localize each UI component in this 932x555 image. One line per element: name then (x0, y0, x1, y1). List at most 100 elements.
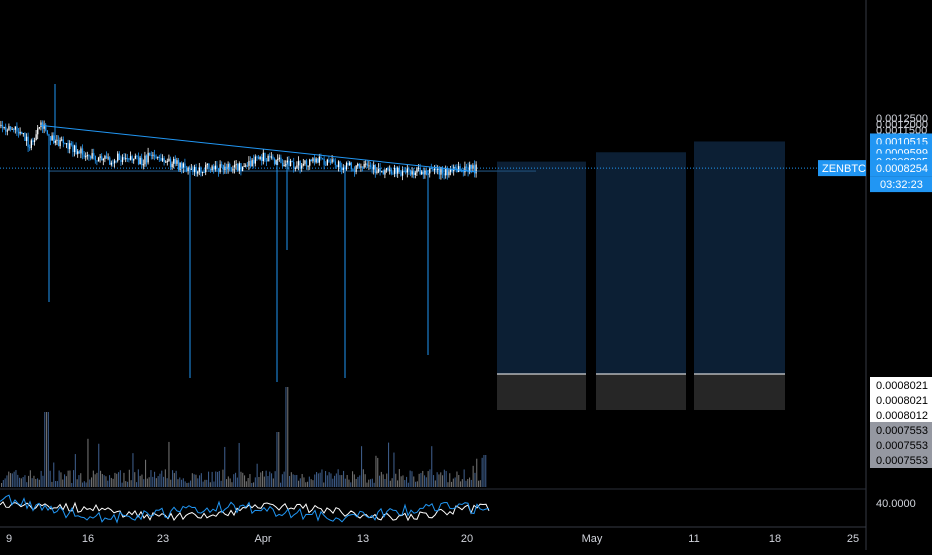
volume-bar (109, 475, 111, 487)
volume-bar (247, 478, 249, 487)
target-profit-zone-1[interactable] (497, 161, 586, 374)
target-stop-zone-1[interactable] (497, 374, 586, 410)
time-tick-label: 18 (769, 533, 781, 545)
volume-bar (40, 470, 42, 487)
candle (312, 158, 314, 162)
candle (265, 160, 268, 162)
volume-bar (337, 469, 339, 487)
volume-bar (13, 471, 15, 487)
candle (448, 171, 450, 176)
volume-bar (125, 481, 127, 487)
volume-bar (256, 463, 258, 487)
volume-bar (137, 469, 139, 487)
volume-bar (348, 479, 350, 487)
volume-bar (1, 482, 3, 487)
candle (51, 135, 53, 141)
volume-bar (307, 481, 309, 487)
volume-bar (323, 482, 325, 487)
volume-bar (260, 472, 262, 487)
candle (46, 130, 48, 135)
candle (166, 161, 168, 163)
volume-bar (346, 475, 348, 487)
volume-bar (155, 478, 157, 487)
candle (67, 143, 69, 150)
volume-bar (339, 475, 341, 487)
candle (373, 164, 375, 170)
target-stop-zone-2[interactable] (596, 374, 686, 410)
candle (128, 158, 130, 160)
candle (69, 143, 71, 150)
candle (397, 167, 399, 174)
support-zone[interactable] (49, 170, 536, 172)
candle (158, 156, 160, 159)
volume-bar (316, 472, 318, 487)
candle (347, 162, 349, 165)
candle (101, 156, 103, 161)
volume-bar (353, 474, 355, 487)
volume-bar (359, 475, 361, 487)
candle (393, 168, 396, 174)
volume-bar (222, 469, 224, 487)
candle (301, 165, 303, 169)
candle (88, 155, 90, 157)
candle (473, 165, 476, 174)
candle (414, 172, 416, 176)
volume-bar (130, 480, 132, 487)
volume-bar (420, 472, 422, 487)
volume-bar (395, 473, 397, 487)
volume-bar (298, 480, 300, 487)
volume-bar (82, 482, 84, 487)
price-tick-label: 0.0012500 (876, 113, 928, 125)
candle (64, 143, 66, 145)
volume-bar (74, 454, 76, 487)
candle (369, 165, 372, 167)
level-tag (870, 422, 932, 438)
volume-bar (301, 473, 303, 487)
volume-bar (134, 472, 136, 487)
volume-bar (287, 387, 289, 487)
target-profit-zone-2[interactable] (596, 152, 686, 374)
volume-bar (308, 476, 310, 487)
volume-bar (427, 471, 429, 487)
volume-bar (375, 455, 377, 487)
candle (267, 155, 269, 162)
candle (35, 134, 37, 141)
candle (334, 161, 336, 165)
candle (358, 163, 360, 168)
candle (277, 159, 279, 161)
volume-bar (283, 471, 285, 487)
candle (45, 124, 47, 131)
candle (294, 168, 296, 170)
volume-bar (409, 470, 411, 487)
candle (248, 160, 250, 166)
candle (5, 126, 7, 132)
time-tick-label: 11 (688, 533, 699, 545)
volume-bar (265, 470, 267, 487)
volume-bar (163, 476, 165, 487)
volume-bar (121, 482, 123, 487)
candle (273, 158, 276, 164)
candle (417, 167, 420, 169)
candle (153, 154, 156, 157)
candle (429, 168, 431, 174)
volume-bar (69, 470, 71, 487)
candle (320, 156, 322, 159)
current-price-value: 0.0008254 (876, 163, 928, 175)
candle (328, 159, 330, 162)
volume-bar (38, 479, 40, 487)
volume-bar (442, 475, 444, 487)
candle (126, 158, 128, 160)
candle (280, 157, 282, 163)
volume-bar (229, 478, 231, 487)
candle (350, 162, 352, 170)
candle (8, 126, 10, 131)
candle (333, 159, 335, 162)
descending-trendline[interactable] (40, 124, 477, 173)
volume-bar (245, 481, 247, 487)
volume-bar (105, 476, 107, 487)
volume-bar (334, 475, 336, 487)
candle (81, 148, 84, 155)
target-profit-zone-3[interactable] (694, 141, 785, 374)
target-stop-zone-3[interactable] (694, 374, 785, 410)
